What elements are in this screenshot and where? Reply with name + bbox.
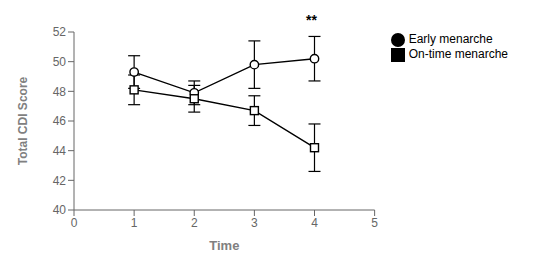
svg-text:44: 44 — [53, 144, 67, 158]
svg-text:**: ** — [306, 12, 317, 28]
svg-text:3: 3 — [251, 216, 258, 230]
svg-text:48: 48 — [53, 85, 67, 99]
svg-text:Time: Time — [209, 238, 239, 253]
svg-text:40: 40 — [53, 203, 67, 217]
svg-text:5: 5 — [371, 216, 378, 230]
html-text:Early menarche: Early menarche — [408, 32, 493, 46]
svg-text:1: 1 — [131, 216, 138, 230]
svg-text:42: 42 — [53, 174, 67, 188]
svg-text:46: 46 — [53, 114, 67, 128]
svg-text:Total CDI Score: Total CDI Score — [16, 76, 30, 165]
svg-text:50: 50 — [53, 55, 67, 69]
svg-text:0: 0 — [71, 216, 78, 230]
svg-text:52: 52 — [53, 25, 67, 39]
svg-text:4: 4 — [311, 216, 318, 230]
svg-text:2: 2 — [191, 216, 198, 230]
html-text:On-time menarche: On-time menarche — [408, 46, 508, 61]
